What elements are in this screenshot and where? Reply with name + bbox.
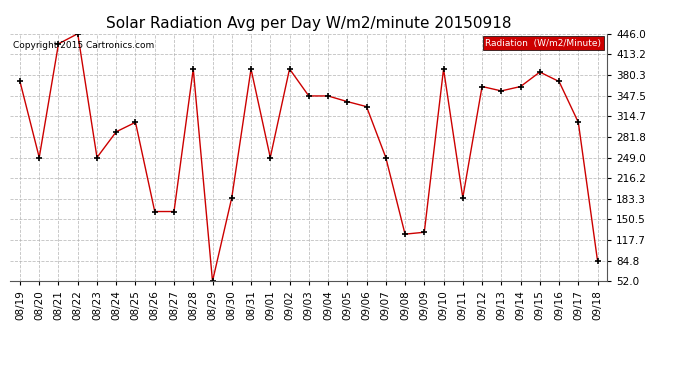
Text: Copyright 2015 Cartronics.com: Copyright 2015 Cartronics.com <box>13 41 155 50</box>
Title: Solar Radiation Avg per Day W/m2/minute 20150918: Solar Radiation Avg per Day W/m2/minute … <box>106 16 511 31</box>
Text: Radiation  (W/m2/Minute): Radiation (W/m2/Minute) <box>485 39 601 48</box>
